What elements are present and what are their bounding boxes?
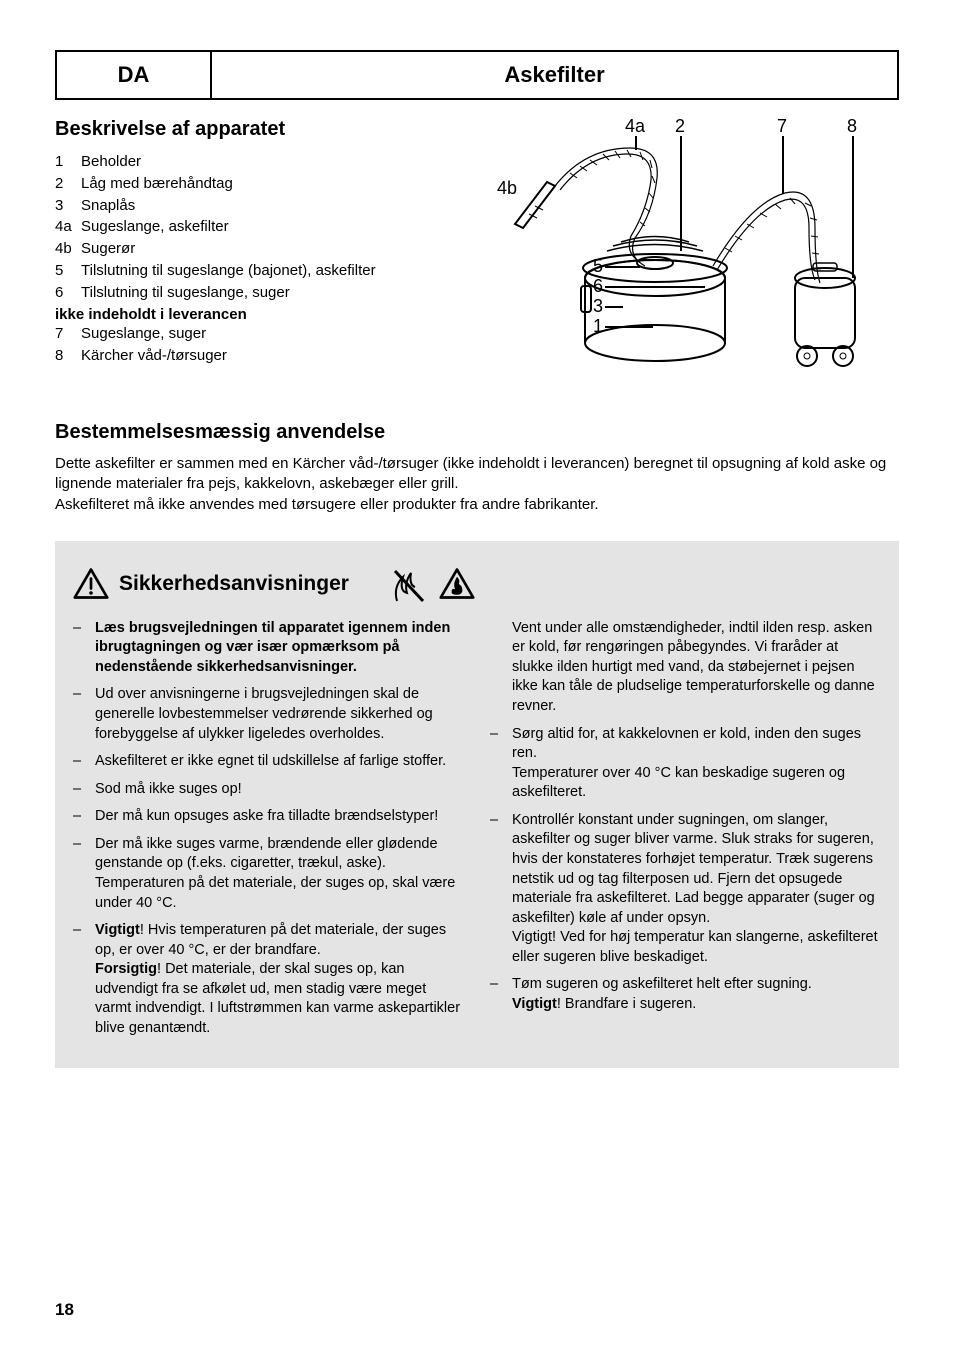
apparatus-illustration	[485, 118, 905, 393]
bullet-text: Sørg altid for, at kakkelovnen er kold, …	[512, 725, 881, 803]
header-row: DA Askefilter	[55, 50, 899, 100]
desc-heading: Beskrivelse af apparatet	[55, 118, 475, 141]
usage-section: Bestemmelsesmæssig anvendelse Dette aske…	[55, 421, 899, 515]
fig-label-1: 1	[593, 316, 603, 337]
not-included-list: 7Sugeslange, suger 8Kärcher våd-/tørsuge…	[55, 323, 475, 367]
list-item: 1Beholder	[55, 151, 475, 173]
bullet-text: Tøm sugeren og askefilteret helt efter s…	[512, 975, 881, 1014]
description-block: Beskrivelse af apparatet 1Beholder 2Låg …	[55, 118, 475, 393]
bullet-text: Kontrollér konstant under sugningen, om …	[512, 811, 881, 968]
bullet-item: Vent under alle omstændigheder, indtil i…	[490, 619, 881, 717]
bullet-item: –Sod må ikke suges op!	[73, 780, 464, 800]
list-item: 4bSugerør	[55, 238, 475, 260]
doc-title: Askefilter	[212, 52, 897, 98]
top-area: Beskrivelse af apparatet 1Beholder 2Låg …	[55, 118, 899, 393]
bullet-item: –Tøm sugeren og askefilteret helt efter …	[490, 975, 881, 1014]
safety-col-left: –Læs brugsvejledningen til apparatet ige…	[73, 619, 464, 1047]
list-item: 3Snaplås	[55, 195, 475, 217]
bullet-dash: –	[73, 685, 95, 744]
usage-p1: Dette askefilter er sammen med en Kärche…	[55, 454, 899, 495]
safety-heading: Sikkerhedsanvisninger	[119, 572, 349, 596]
list-item: 5Tilslutning til sugeslange (bajonet), a…	[55, 260, 475, 282]
bullet-item: –Sørg altid for, at kakkelovnen er kold,…	[490, 725, 881, 803]
bullet-text: Der må kun opsuges aske fra tilladte bræ…	[95, 807, 464, 827]
bullet-dash: –	[73, 780, 95, 800]
bullet-dash	[490, 619, 512, 717]
fig-label-4b: 4b	[497, 178, 517, 199]
not-included-heading: ikke indeholdt i leverancen	[55, 306, 475, 323]
bullet-text: Læs brugsvejledningen til apparatet igen…	[95, 619, 464, 678]
safety-box: Sikkerhedsanvisninger –Læs brugsvejledni…	[55, 541, 899, 1069]
warning-icon	[73, 567, 109, 601]
bullet-item: –Ud over anvisningerne i brugsvejledning…	[73, 685, 464, 744]
bullet-item: –Der må ikke suges varme, brændende elle…	[73, 835, 464, 913]
fig-label-6: 6	[593, 276, 603, 297]
bullet-dash: –	[73, 921, 95, 1038]
page-number: 18	[55, 1300, 74, 1320]
bullet-dash: –	[73, 752, 95, 772]
fig-label-3: 3	[593, 296, 603, 317]
bullet-item: –Vigtigt! Hvis temperaturen på det mater…	[73, 921, 464, 1038]
bullet-item: –Kontrollér konstant under sugningen, om…	[490, 811, 881, 968]
bullet-item: –Læs brugsvejledningen til apparatet ige…	[73, 619, 464, 678]
fire-warning-icon	[439, 567, 475, 601]
bullet-dash: –	[73, 619, 95, 678]
bullet-item: –Der må kun opsuges aske fra tilladte br…	[73, 807, 464, 827]
figure: 4a 2 7 8 4b 5 6 3 1	[485, 118, 905, 393]
lang-code: DA	[57, 52, 212, 98]
fig-label-2: 2	[675, 116, 685, 137]
bullet-dash: –	[490, 725, 512, 803]
safety-col-right: Vent under alle omstændigheder, indtil i…	[490, 619, 881, 1047]
bullet-text: Askefilteret er ikke egnet til udskillel…	[95, 752, 464, 772]
usage-p2: Askefilteret må ikke anvendes med tørsug…	[55, 495, 899, 515]
bullet-dash: –	[490, 811, 512, 968]
no-embers-icon	[389, 563, 429, 605]
bullet-text: Der må ikke suges varme, brændende eller…	[95, 835, 464, 913]
safety-columns: –Læs brugsvejledningen til apparatet ige…	[73, 619, 881, 1047]
bullet-item: –Askefilteret er ikke egnet til udskille…	[73, 752, 464, 772]
fig-label-4a: 4a	[625, 116, 645, 137]
bullet-dash: –	[73, 807, 95, 827]
list-item: 2Låg med bærehåndtag	[55, 173, 475, 195]
list-item: 7Sugeslange, suger	[55, 323, 475, 345]
bullet-dash: –	[490, 975, 512, 1014]
list-item: 6Tilslutning til sugeslange, suger	[55, 282, 475, 304]
safety-header: Sikkerhedsanvisninger	[73, 563, 881, 605]
bullet-text: Vigtigt! Hvis temperaturen på det materi…	[95, 921, 464, 1038]
parts-list: 1Beholder 2Låg med bærehåndtag 3Snaplås …	[55, 151, 475, 303]
bullet-text: Sod må ikke suges op!	[95, 780, 464, 800]
bullet-text: Ud over anvisningerne i brugsvejledninge…	[95, 685, 464, 744]
fig-label-8: 8	[847, 116, 857, 137]
bullet-dash: –	[73, 835, 95, 913]
fig-label-7: 7	[777, 116, 787, 137]
list-item: 4aSugeslange, askefilter	[55, 216, 475, 238]
list-item: 8Kärcher våd-/tørsuger	[55, 345, 475, 367]
bullet-text: Vent under alle omstændigheder, indtil i…	[512, 619, 881, 717]
fig-label-5: 5	[593, 256, 603, 277]
usage-heading: Bestemmelsesmæssig anvendelse	[55, 421, 899, 444]
